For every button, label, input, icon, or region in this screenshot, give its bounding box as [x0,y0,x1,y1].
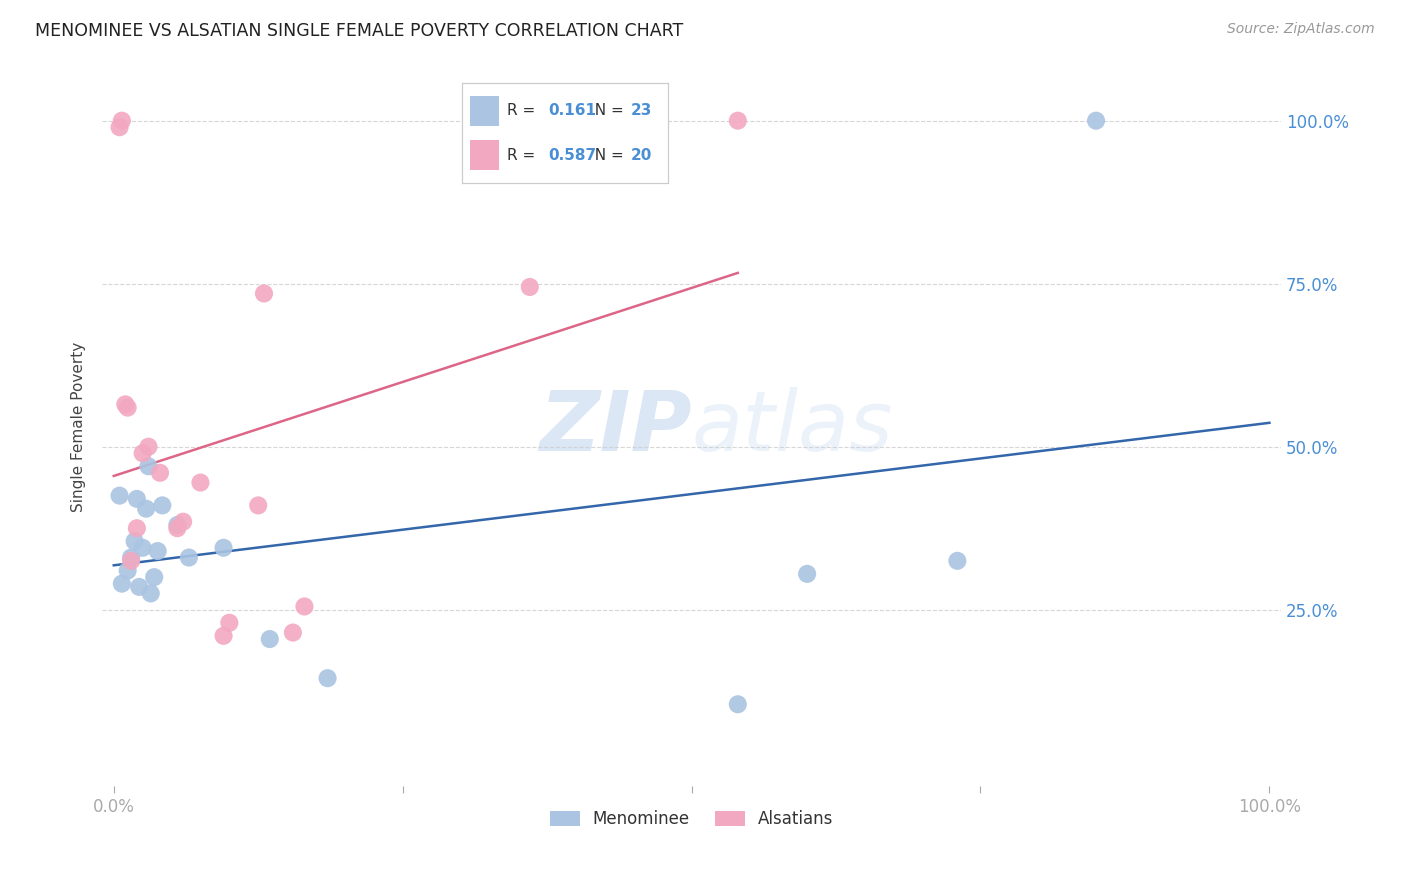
Point [111,113,134,128]
Point [146,544,169,558]
Point [218,615,240,630]
Point [212,629,235,643]
Point [139,586,162,600]
Point [138,440,160,454]
Point [131,541,153,555]
Point [131,446,153,460]
Point [316,671,339,685]
Point [796,566,818,581]
Point [281,625,304,640]
Point [125,491,148,506]
Point [1085,113,1108,128]
Point [120,554,142,568]
Point [114,397,136,411]
Point [135,501,157,516]
Point [125,521,148,535]
Y-axis label: Single Female Poverty: Single Female Poverty [72,342,86,512]
Point [166,521,188,535]
Point [138,459,160,474]
Point [128,580,150,594]
Point [124,534,146,549]
Point [190,475,212,490]
Point [166,518,188,533]
Text: ZIP: ZIP [538,386,692,467]
Point [149,466,172,480]
Point [117,564,139,578]
Point [212,541,235,555]
Point [108,120,131,135]
Point [177,550,200,565]
Text: atlas: atlas [692,386,893,467]
Point [120,550,142,565]
Point [259,632,281,646]
Point [117,401,139,415]
Text: Source: ZipAtlas.com: Source: ZipAtlas.com [1227,22,1375,37]
Point [727,113,749,128]
Point [143,570,166,584]
Point [519,280,541,294]
Point [727,698,749,712]
Point [946,554,969,568]
Legend: Menominee, Alsatians: Menominee, Alsatians [543,804,841,835]
Point [108,489,131,503]
Point [172,515,194,529]
Point [150,499,173,513]
Point [253,286,276,301]
Point [294,599,316,614]
Point [111,576,134,591]
Point [247,499,270,513]
Text: MENOMINEE VS ALSATIAN SINGLE FEMALE POVERTY CORRELATION CHART: MENOMINEE VS ALSATIAN SINGLE FEMALE POVE… [35,22,683,40]
